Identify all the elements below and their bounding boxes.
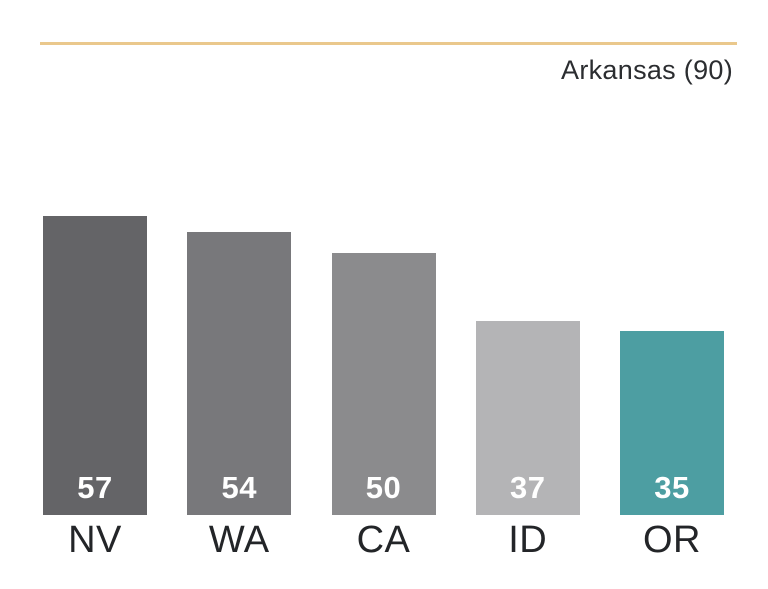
bar-ca: 50 bbox=[331, 253, 436, 515]
bar-value-label: 57 bbox=[77, 470, 113, 505]
bar-chart: 57 NV 54 WA 50 CA 37 ID 35 OR bbox=[43, 216, 724, 562]
bar-value-label: 54 bbox=[221, 470, 257, 505]
header-rule bbox=[40, 42, 737, 45]
bar-category-label: NV bbox=[68, 519, 122, 561]
bar-group-id: 37 ID bbox=[475, 321, 580, 562]
bar-value-label: 37 bbox=[510, 470, 546, 505]
bar-category-label: ID bbox=[508, 519, 548, 561]
bar-id: 37 bbox=[475, 321, 580, 515]
bar-value-label: 35 bbox=[654, 470, 690, 505]
bar-nv: 57 bbox=[43, 216, 147, 515]
bar-group-or: 35 OR bbox=[620, 331, 724, 562]
chart-title: Arkansas (90) bbox=[561, 55, 733, 85]
bar-value-label: 50 bbox=[365, 470, 402, 505]
bar-group-wa: 54 WA bbox=[187, 232, 292, 562]
bar-group-nv: 57 NV bbox=[43, 216, 147, 562]
bar-category-label: CA bbox=[356, 519, 411, 561]
bar-category-label: WA bbox=[208, 519, 270, 561]
bar-wa: 54 bbox=[187, 232, 292, 515]
bar-or: 35 bbox=[620, 331, 724, 515]
bar-group-ca: 50 CA bbox=[331, 253, 436, 562]
bar-category-label: OR bbox=[643, 519, 701, 561]
